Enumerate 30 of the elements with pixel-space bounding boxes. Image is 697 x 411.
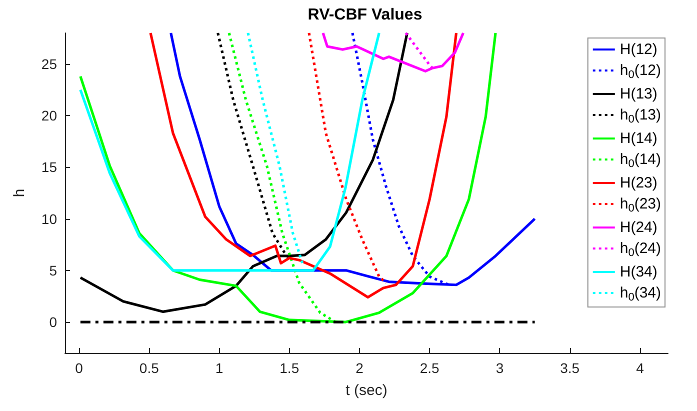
line-series bbox=[79, 32, 380, 272]
y-axis-title: h bbox=[11, 188, 28, 198]
x-tick-label: 0 bbox=[75, 360, 84, 376]
x-tick-label: 4 bbox=[636, 360, 644, 376]
y-tick-label: 20 bbox=[41, 108, 58, 124]
legend-label: H(24) bbox=[620, 219, 658, 236]
legend-label: H(12) bbox=[620, 41, 658, 58]
line-series bbox=[79, 32, 497, 324]
x-tick-label: 0.5 bbox=[139, 360, 160, 376]
x-tick-label: 1 bbox=[215, 360, 224, 376]
legend-label: H(34) bbox=[620, 264, 658, 280]
line-series bbox=[149, 32, 458, 299]
legend-label: H(23) bbox=[620, 174, 658, 192]
x-tick-label: 3.5 bbox=[560, 360, 580, 376]
x-tick-label: 2.5 bbox=[420, 360, 440, 376]
y-tick-label: 5 bbox=[49, 262, 58, 278]
x-tick-label: 3 bbox=[496, 360, 504, 376]
x-tick-label: 1.5 bbox=[280, 360, 300, 376]
legend-label: H(13) bbox=[620, 86, 658, 102]
y-tick-label: 25 bbox=[41, 56, 58, 72]
line-series bbox=[79, 32, 408, 314]
line-series bbox=[308, 32, 388, 284]
x-tick-label: 2 bbox=[356, 360, 364, 376]
line-series bbox=[322, 32, 465, 72]
x-axis-title: t (sec) bbox=[346, 382, 388, 399]
chart-title: RV-CBF Values bbox=[308, 6, 422, 24]
y-tick-label: 0 bbox=[49, 314, 58, 330]
y-tick-label: 15 bbox=[41, 159, 58, 176]
legend-label: H(14) bbox=[620, 130, 658, 147]
y-tick-label: 10 bbox=[41, 210, 58, 227]
